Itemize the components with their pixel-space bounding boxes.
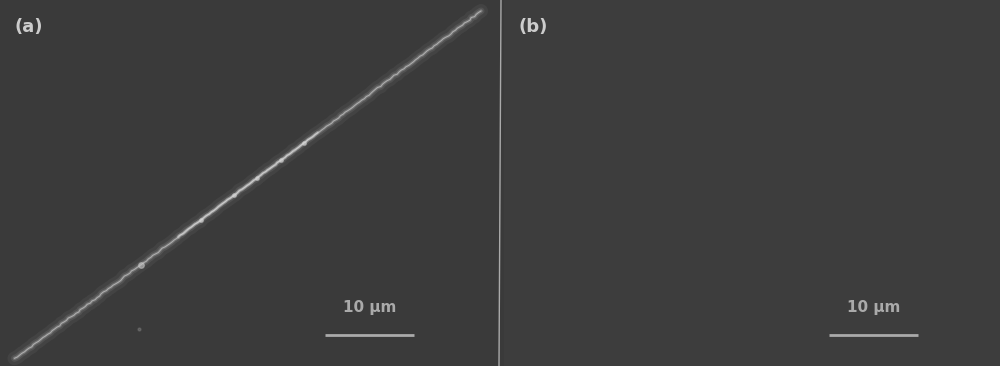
Text: (a): (a) bbox=[15, 18, 43, 36]
Text: 10 μm: 10 μm bbox=[343, 300, 396, 315]
Text: (b): (b) bbox=[519, 18, 548, 36]
Text: 10 μm: 10 μm bbox=[847, 300, 900, 315]
